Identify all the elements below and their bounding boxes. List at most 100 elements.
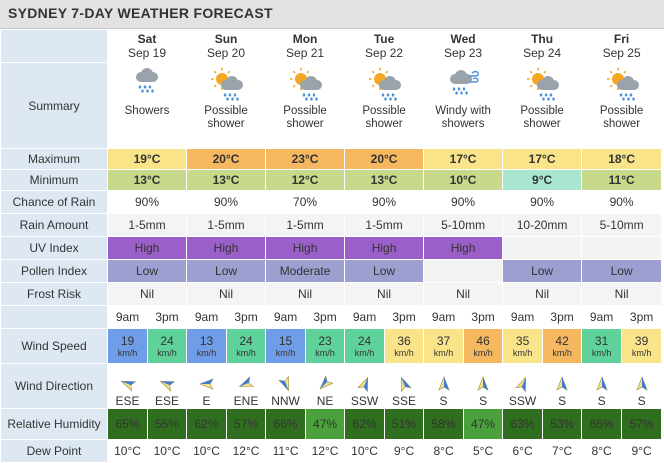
maximum-cell: 17°C — [502, 148, 583, 170]
minimum-cell: 9°C — [502, 169, 583, 191]
rain-amount-cell: 1-5mm — [344, 213, 425, 237]
wind-speed-cell: 42 km/h — [542, 328, 583, 364]
dew-point-cell: 8°C — [423, 439, 465, 463]
pollen-index-cell: Low — [106, 259, 188, 283]
row-label-relative-humidity: Relative Humidity — [0, 408, 108, 440]
frost-risk-cell: Nil — [106, 282, 188, 306]
wind-arrow-icon — [277, 376, 289, 392]
wind-arrow-icon — [159, 381, 175, 392]
wind-direction-cell: S — [463, 363, 504, 409]
time-cell: 9am — [107, 305, 148, 329]
humidity-cell: 66% — [265, 408, 307, 440]
page-title: SYDNEY 7-DAY WEATHER FORECAST — [8, 5, 273, 21]
times-label-gap — [0, 305, 108, 329]
possible-shower-icon — [369, 68, 402, 101]
day-header-sun: Sun Sep 20 — [186, 29, 267, 63]
summary-cell: Possible shower — [502, 62, 583, 149]
summary-cell: Possible shower — [186, 62, 267, 149]
wind-direction-cell: SSW — [502, 363, 544, 409]
humidity-cell: 63% — [502, 408, 544, 440]
uv-index-cell: High — [423, 236, 504, 260]
dew-point-cell: 11°C — [265, 439, 307, 463]
day-header-fri: Fri Sep 25 — [581, 29, 663, 63]
minimum-row: Minimum 13°C 13°C 12°C 13°C 10°C 9°C 11°C — [0, 169, 663, 191]
wind-direction-row: Wind Direction ESE ESE E ENE NNW NE SSW SSE S S SSW… — [0, 363, 663, 409]
day-header-row: Sat Sep 19 Sun Sep 20 Mon Sep 21 Tue Sep 22 Wed S… — [0, 29, 663, 63]
frost-risk-cell: Nil — [423, 282, 504, 306]
uv-index-row: UV Index High High High High High — [0, 236, 663, 260]
time-cell: 9am — [423, 305, 465, 329]
frost-risk-cell: Nil — [581, 282, 663, 306]
wind-direction-cell: ENE — [226, 363, 267, 409]
summary-cell: Windy with showers — [423, 62, 504, 149]
time-cell: 3pm — [226, 305, 267, 329]
wind-direction-cell: S — [423, 363, 465, 409]
humidity-cell: 57% — [226, 408, 267, 440]
wind-speed-cell: 36 km/h — [384, 328, 425, 364]
chance-of-rain-cell: 90% — [106, 190, 188, 214]
wind-speed-cell: 24 km/h — [344, 328, 386, 364]
time-cell: 3pm — [621, 305, 663, 329]
time-cell: 9am — [186, 305, 228, 329]
minimum-cell: 11°C — [581, 169, 663, 191]
row-label-frost-risk: Frost Risk — [0, 282, 108, 306]
row-label-dew-point: Dew Point — [0, 439, 108, 463]
humidity-cell: 47% — [463, 408, 504, 440]
uv-index-cell: High — [186, 236, 267, 260]
dew-point-cell: 12°C — [305, 439, 346, 463]
wind-speed-cell: 15 km/h — [265, 328, 307, 364]
dew-point-row: Dew Point 10°C 10°C 10°C 12°C 11°C 12°C 10°C 9°C… — [0, 439, 663, 463]
windy-showers-icon — [450, 70, 479, 95]
pollen-index-cell: Low — [581, 259, 663, 283]
dew-point-cell: 10°C — [186, 439, 228, 463]
forecast-table: Sat Sep 19 Sun Sep 20 Mon Sep 21 Tue Sep 22 Wed S… — [0, 29, 663, 463]
time-cell: 3pm — [542, 305, 583, 329]
dew-point-cell: 9°C — [384, 439, 425, 463]
chance-of-rain-row: Chance of Rain 90% 90% 70% 90% 90% 90% 90% — [0, 190, 663, 214]
maximum-cell: 18°C — [581, 148, 663, 170]
summary-cell: Showers — [106, 62, 188, 149]
humidity-cell: 53% — [542, 408, 583, 440]
row-label-chance-of-rain: Chance of Rain — [0, 190, 108, 214]
rain-amount-cell: 1-5mm — [106, 213, 188, 237]
minimum-cell: 13°C — [344, 169, 425, 191]
header-corner — [0, 29, 108, 63]
time-cell: 3pm — [305, 305, 346, 329]
summary-cell: Possible shower — [581, 62, 663, 149]
title-bar: SYDNEY 7-DAY WEATHER FORECAST — [0, 0, 664, 29]
day-header-tue: Tue Sep 22 — [344, 29, 425, 63]
wind-arrow-icon — [514, 376, 526, 392]
uv-index-cell: High — [344, 236, 425, 260]
uv-index-cell: High — [265, 236, 346, 260]
dew-point-cell: 10°C — [146, 439, 188, 463]
humidity-cell: 66% — [581, 408, 623, 440]
day-header-sat: Sat Sep 19 — [106, 29, 188, 63]
rain-amount-row: Rain Amount 1-5mm 1-5mm 1-5mm 1-5mm 5-10mm 10-… — [0, 213, 663, 237]
possible-shower-icon — [211, 68, 244, 101]
wind-speed-cell: 46 km/h — [463, 328, 504, 364]
row-label-minimum: Minimum — [0, 169, 108, 191]
dew-point-cell: 12°C — [226, 439, 267, 463]
wind-arrow-icon — [596, 376, 608, 391]
row-label-summary: Summary — [0, 62, 108, 149]
chance-of-rain-cell: 90% — [423, 190, 504, 214]
chance-of-rain-cell: 90% — [581, 190, 663, 214]
rain-amount-cell: 10-20mm — [502, 213, 583, 237]
day-header-mon: Mon Sep 21 — [265, 29, 346, 63]
humidity-cell: 55% — [146, 408, 188, 440]
wind-speed-cell: 23 km/h — [305, 328, 346, 364]
row-label-maximum: Maximum — [0, 148, 108, 170]
pollen-index-cell: Moderate — [265, 259, 346, 283]
maximum-cell: 23°C — [265, 148, 346, 170]
wind-speed-cell: 35 km/h — [502, 328, 544, 364]
time-cell: 3pm — [463, 305, 504, 329]
rain-amount-cell: 1-5mm — [265, 213, 346, 237]
wind-direction-cell: ESE — [107, 363, 148, 409]
dew-point-cell: 6°C — [502, 439, 544, 463]
wind-arrow-icon — [198, 378, 214, 390]
summary-cell: Possible shower — [265, 62, 346, 149]
pollen-index-cell: Low — [344, 259, 425, 283]
frost-risk-cell: Nil — [344, 282, 425, 306]
wind-arrow-icon — [477, 376, 489, 391]
